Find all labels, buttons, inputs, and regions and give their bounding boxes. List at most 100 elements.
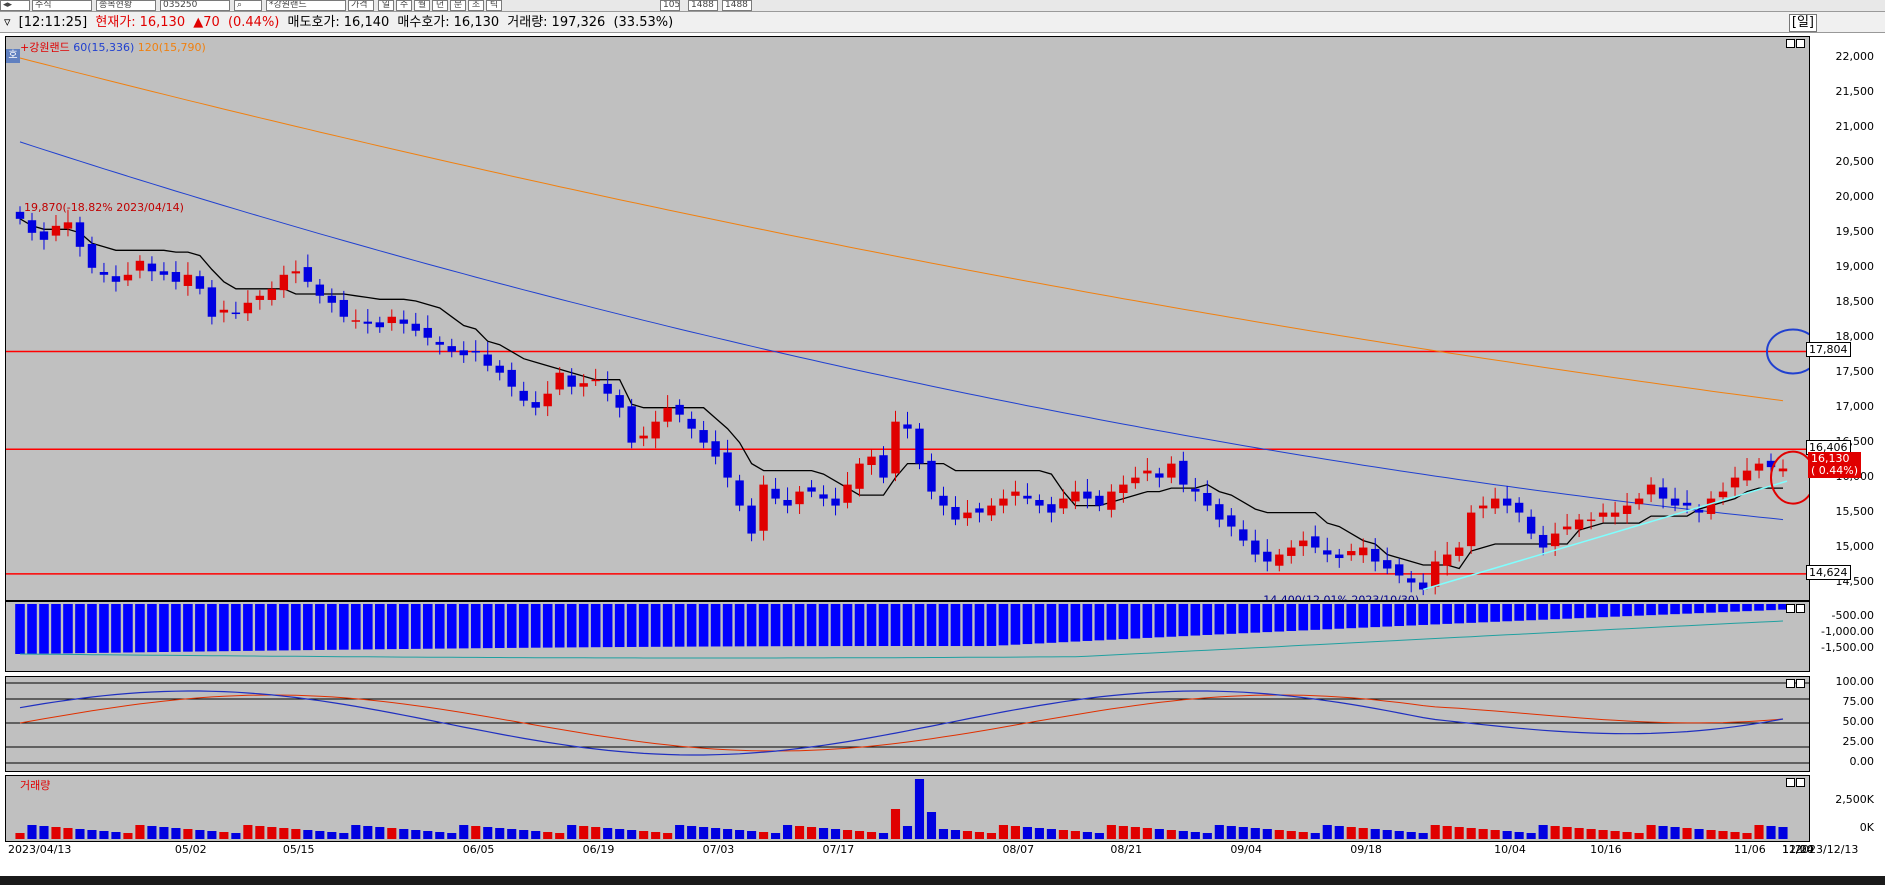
volume-bar xyxy=(1178,831,1188,839)
macd-bar xyxy=(374,604,385,650)
nav-arrows[interactable]: ◂▸ xyxy=(0,0,30,11)
date-tick-label: 11/06 xyxy=(1734,843,1766,856)
macd-bar xyxy=(506,604,517,648)
period-tab-6[interactable]: 틱 xyxy=(486,0,502,11)
macd-bar xyxy=(243,604,253,651)
candle-body xyxy=(939,495,948,506)
volume-legend-label: 거래량 xyxy=(20,779,51,792)
volume-bar xyxy=(1586,829,1596,839)
candle-body xyxy=(99,271,109,275)
macd-bar xyxy=(1250,604,1261,633)
code-input[interactable]: 035250 xyxy=(160,0,230,11)
price-button[interactable]: 가격 xyxy=(348,0,374,11)
macd-bar xyxy=(1322,604,1333,630)
macd-bar xyxy=(303,604,313,651)
macd-bar xyxy=(866,604,877,647)
candle-body xyxy=(87,244,97,268)
period-tab-1[interactable]: 주 xyxy=(396,0,412,11)
pane-close-button[interactable] xyxy=(1796,39,1805,48)
volume-bar xyxy=(63,828,73,839)
volume-bar xyxy=(1286,831,1296,839)
search-button[interactable]: ⌕ xyxy=(234,0,262,11)
period-tab-2[interactable]: 월 xyxy=(414,0,430,11)
screen-select[interactable]: 종목현황 xyxy=(96,0,156,11)
period-tab-4[interactable]: 분 xyxy=(450,0,466,11)
macd-bar xyxy=(207,604,217,652)
candle-body xyxy=(987,505,996,516)
candle-body xyxy=(1454,547,1464,556)
pane-close-button[interactable] xyxy=(1796,679,1805,688)
candle-body xyxy=(1706,498,1716,514)
macd-bar xyxy=(614,604,625,648)
volume-bar xyxy=(962,831,973,839)
candle-body xyxy=(195,276,205,289)
candle-body xyxy=(747,505,756,534)
candle-body xyxy=(1478,505,1488,509)
macd-bar xyxy=(51,604,61,654)
macd-bar xyxy=(1310,604,1321,630)
pane-maximize-button[interactable] xyxy=(1786,778,1795,787)
volume-bar xyxy=(363,826,373,839)
candle-body xyxy=(1431,561,1440,587)
period-tab-5[interactable]: 초 xyxy=(468,0,484,11)
stochastic-k-line xyxy=(19,690,1784,756)
macd-tick-label: -1,500.00 xyxy=(1821,641,1874,654)
volume-bar xyxy=(639,831,649,839)
volume-tick-label: 2,500K xyxy=(1835,793,1874,806)
candle-body xyxy=(1610,512,1620,517)
price-label: 현재가: xyxy=(95,15,136,30)
pane-close-button[interactable] xyxy=(1796,778,1805,787)
date-tick-label: 2023/12/13 xyxy=(1795,843,1859,856)
candle-body xyxy=(879,455,888,478)
macd-bar xyxy=(974,604,985,647)
market-select[interactable]: 주식 xyxy=(32,0,92,11)
stochastic-pane[interactable] xyxy=(5,676,1810,772)
pane-close-button[interactable] xyxy=(1796,604,1805,613)
count-field[interactable]: 105 xyxy=(660,0,680,11)
candle-body xyxy=(171,271,181,282)
pane-maximize-button[interactable] xyxy=(1786,39,1795,48)
volume-bar xyxy=(195,830,205,839)
macd-bar xyxy=(1694,604,1704,614)
price-tick-label: 17,000 xyxy=(1835,399,1875,413)
volume-bar xyxy=(1274,830,1284,839)
price-tick-label: 22,000 xyxy=(1835,49,1875,63)
candle-body xyxy=(1143,470,1152,474)
volume-bar xyxy=(1166,830,1176,839)
candle-body xyxy=(1299,540,1308,547)
volume-bar xyxy=(854,831,865,839)
corner-badge[interactable]: 호 xyxy=(6,49,20,63)
candle-body xyxy=(567,375,576,387)
volume-bar xyxy=(1730,832,1740,839)
macd-pane[interactable] xyxy=(5,601,1810,672)
price-tick-label: 18,000 xyxy=(1835,329,1875,343)
candle-body xyxy=(123,274,133,281)
volume-bar xyxy=(1034,828,1044,839)
candle-body xyxy=(1095,495,1104,506)
macd-bar xyxy=(530,604,541,648)
macd-bar xyxy=(950,604,961,647)
macd-bar xyxy=(590,604,601,648)
candle-body xyxy=(1287,547,1296,556)
macd-bar xyxy=(1430,604,1440,625)
period-tab-0[interactable]: 일 xyxy=(378,0,394,11)
candle-body xyxy=(1203,492,1212,506)
volume-bar xyxy=(555,833,565,839)
current-price-pill-pct: ( 0.44%) xyxy=(1811,463,1859,477)
price-chart-pane[interactable]: +강원랜드 60(15,336) 120(15,790) 호 19,870(-1… xyxy=(5,36,1810,601)
volume-bar xyxy=(938,829,949,839)
volume-bar xyxy=(1682,828,1692,839)
volume-bar xyxy=(255,826,265,839)
candle-body xyxy=(1718,491,1728,498)
stock-name-field[interactable]: *강원랜드 xyxy=(266,0,346,11)
volume-bar xyxy=(1358,828,1368,839)
pane-maximize-button[interactable] xyxy=(1786,604,1795,613)
candle-body xyxy=(1646,484,1656,495)
price-change: ▲70 xyxy=(193,15,220,30)
volume-pane[interactable]: 거래량 xyxy=(5,775,1810,842)
period-button[interactable]: [일] xyxy=(1788,14,1817,32)
volume-bar xyxy=(1538,825,1548,839)
period-tab-3[interactable]: 년 xyxy=(432,0,448,11)
pane-maximize-button[interactable] xyxy=(1786,679,1795,688)
macd-bar xyxy=(434,604,445,649)
